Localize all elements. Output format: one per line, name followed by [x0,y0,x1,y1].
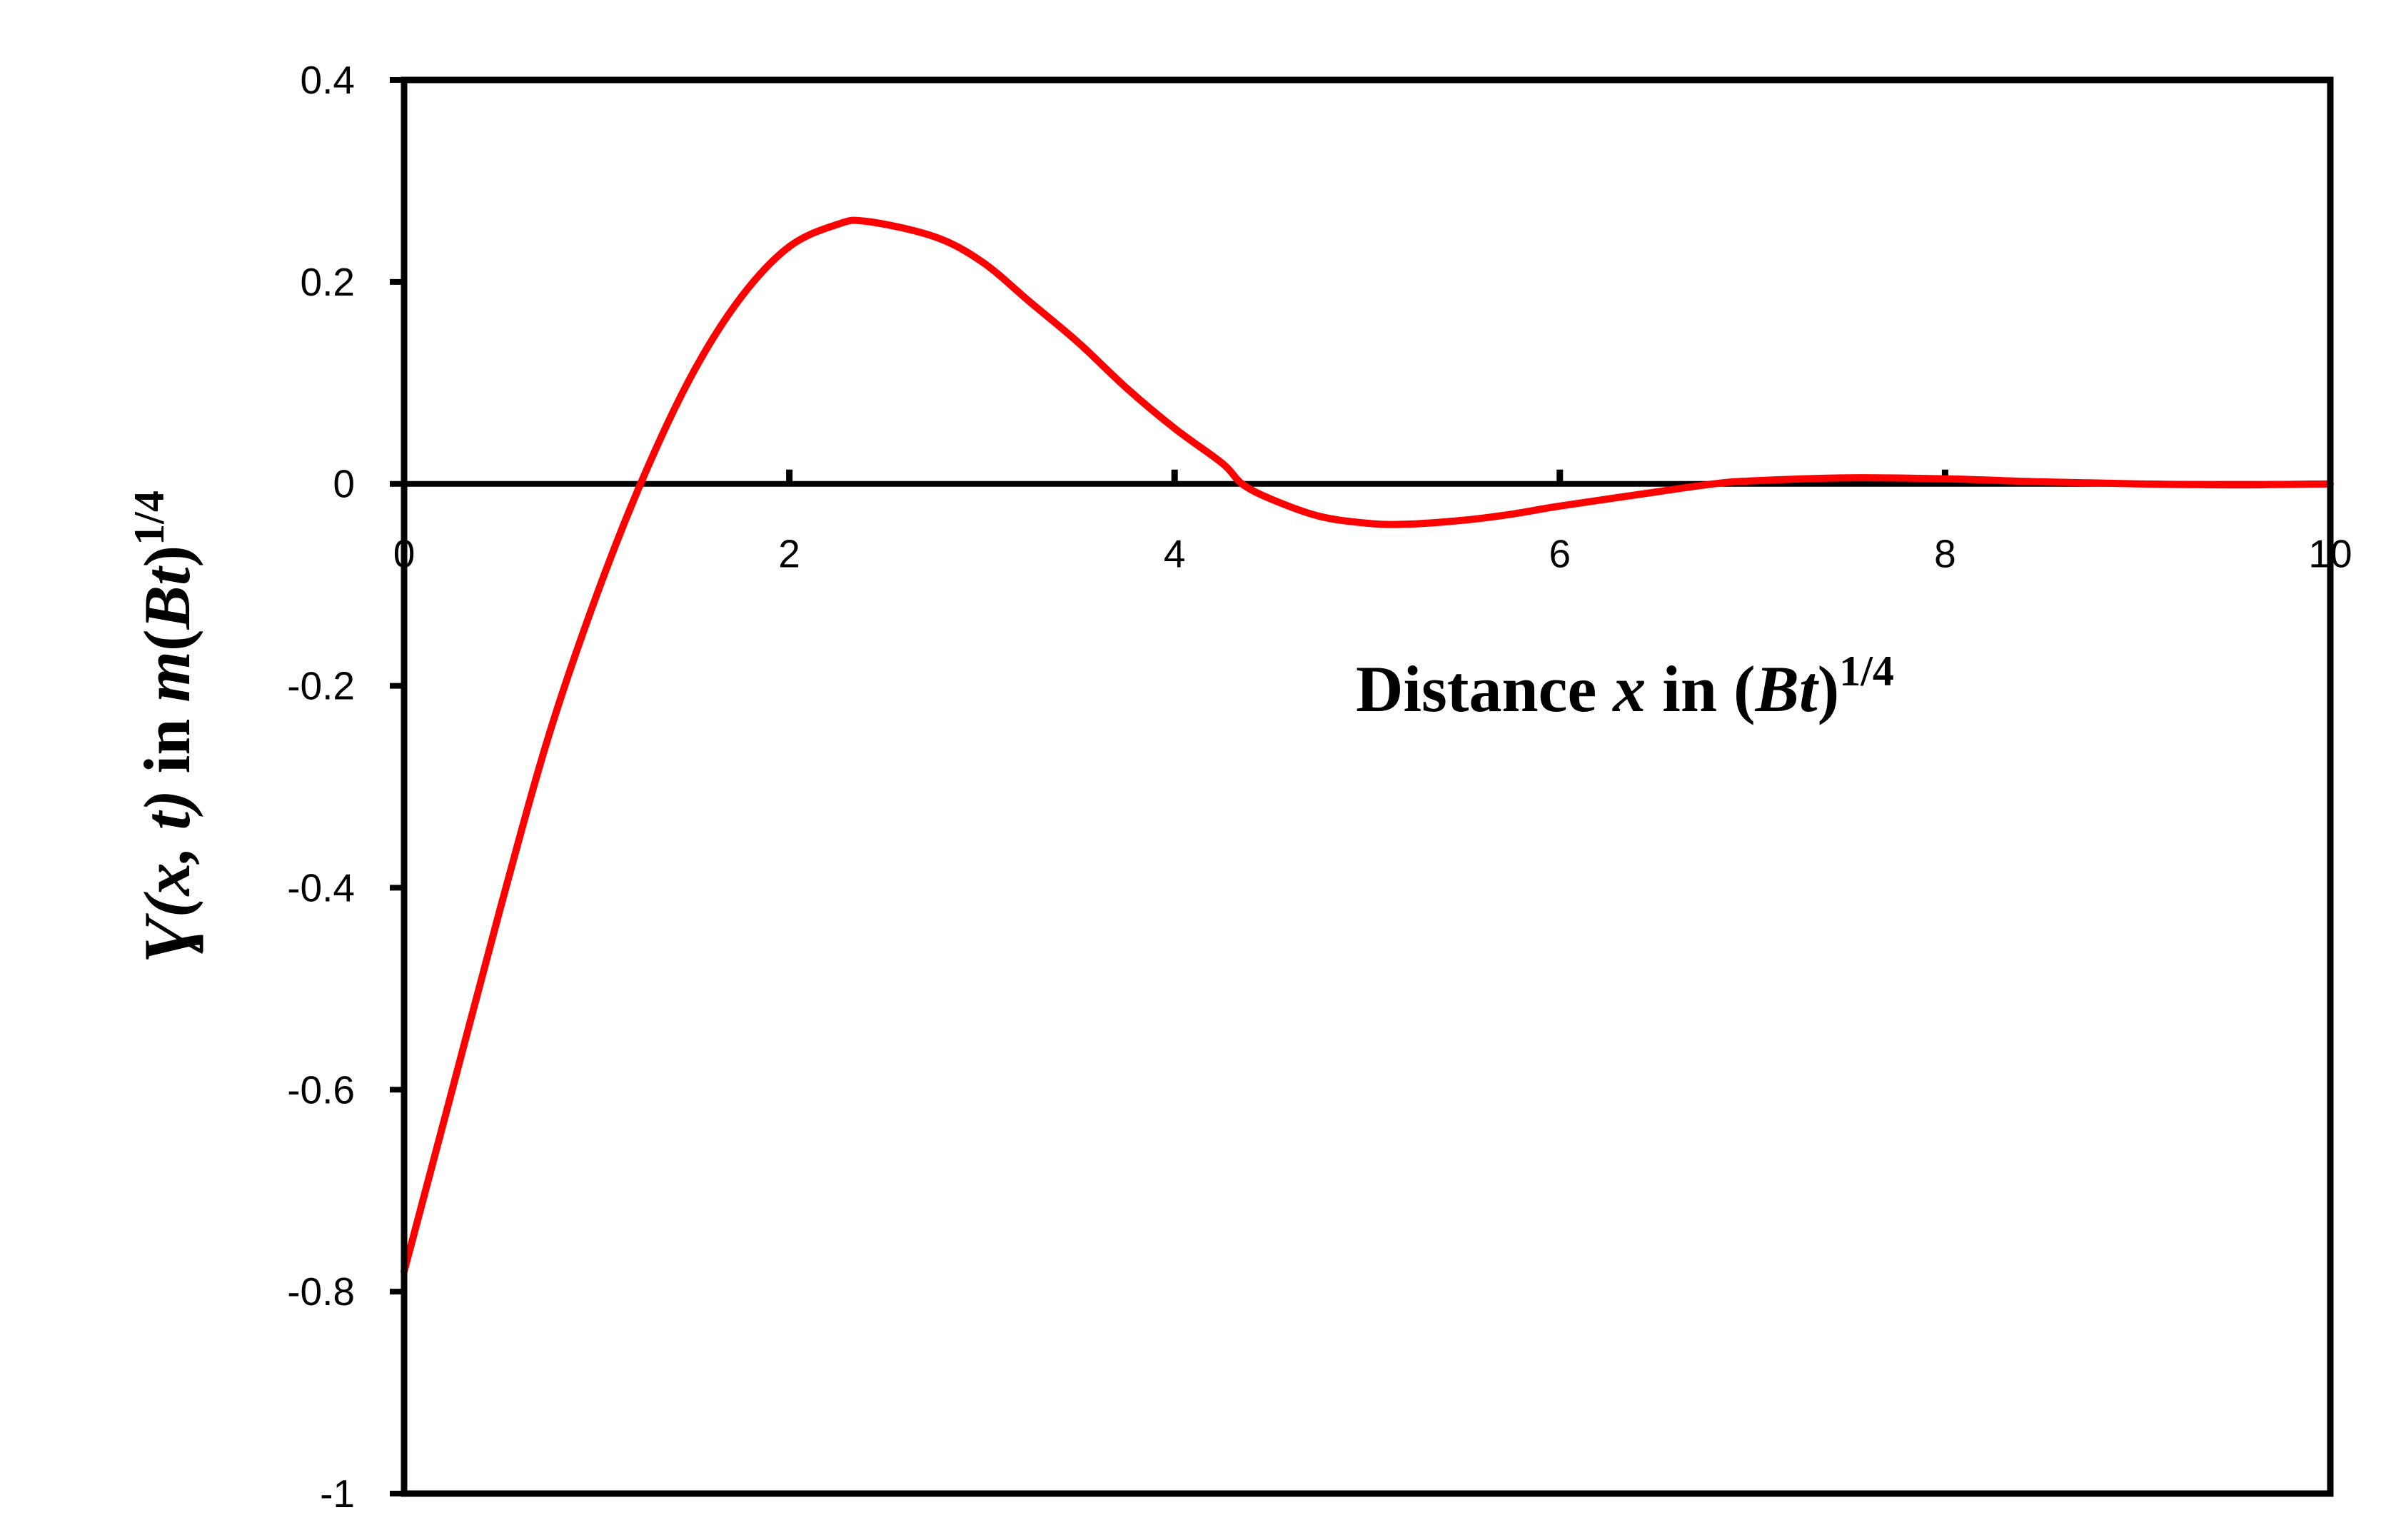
y-tick-label: 0.2 [301,260,355,304]
y-tick-label: -0.6 [287,1067,355,1112]
series-line [401,216,2334,1275]
y-axis-title: Ɣ(x, t) in m(Bt)1/4 [126,490,203,964]
y-tick-label: 0.4 [301,58,355,102]
x-tick-label: 4 [1164,532,1186,576]
y-tick-label: 0 [333,462,355,506]
x-axis-tick-labels: 0 2 4 6 8 10 [393,532,2352,576]
y-tick-label: -0.4 [287,865,355,910]
y-tick-label: -1 [320,1471,355,1516]
plot-frame [401,76,2334,1497]
x-tick-label: 8 [1934,532,1956,576]
x-tick-label: 6 [1549,532,1571,576]
y-tick-label: -0.2 [287,664,355,708]
y-tick-label: -0.8 [287,1269,355,1314]
x-tick-label: 2 [778,532,800,576]
x-axis-title: Distance x in (Bt)1/4 [1356,648,1894,725]
y-axis-tick-labels: 0.4 0.2 0 -0.2 -0.4 -0.6 -0.8 -1 [287,58,404,1516]
